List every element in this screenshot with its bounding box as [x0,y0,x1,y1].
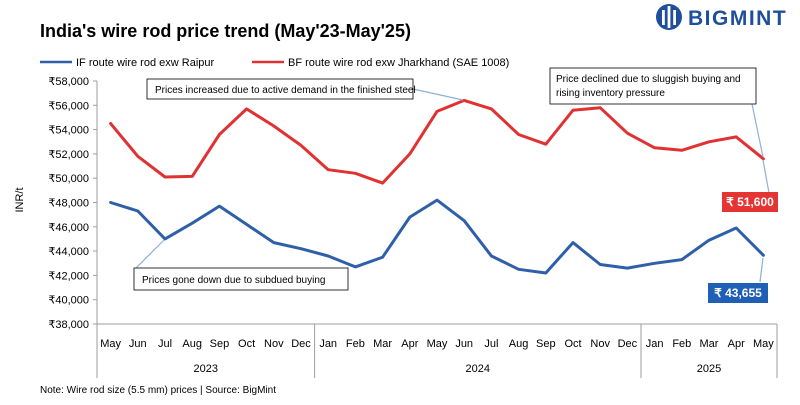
annotation-price-decline: Price declined due to sluggish buying an… [549,67,764,158]
y-axis-label: INR/t [14,187,26,212]
badge-bf-leader [762,159,770,194]
x-tick-label: Sep [536,338,556,350]
bigmint-logo: BIGMINT [656,4,787,30]
legend: IF route wire rod exw Raipur BF route wi… [40,57,509,69]
x-tick-label: Nov [590,338,610,350]
x-tick-label: Mar [373,338,392,350]
badge-bf-route [722,192,778,212]
x-tick-label: Apr [401,338,418,350]
y-tick-label: ₹44,000 [48,246,89,258]
badge-if-leader [759,257,764,283]
x-tick-label: Dec [618,338,638,350]
x-tick-label: Sep [210,338,230,350]
annotations: Prices increased due to active demand in… [133,67,764,291]
y-tick-label: ₹54,000 [48,125,89,137]
brand-name: BIGMINT [688,7,787,30]
annotation-decline-line-1: Price declined due to sluggish buying an… [556,74,741,85]
y-tick-label: ₹40,000 [48,295,89,307]
x-tick-label: May [753,338,774,350]
annotation-subdued-box [133,267,349,291]
y-tick-label: ₹42,000 [48,270,89,282]
chart-title: India's wire rod price trend (May'23-May… [40,21,411,41]
x-axis: May Jun Jul Aug Sep Oct Nov Dec Jan Feb Mar Apr May J… [96,323,778,378]
footnote: Note: Wire rod size (5.5 mm) prices | So… [40,385,276,396]
bigmint-logo-icon [656,4,682,30]
y-tick-label: ₹52,000 [48,149,89,161]
x-tick-label: Apr [728,338,745,350]
y-tick-label: ₹58,000 [48,76,89,88]
series-layer [109,98,765,275]
annotation-demand-increase: Prices increased due to active demand in… [146,78,464,101]
badge-if-route-text: ₹ 43,655 [714,286,762,300]
y-tick-label: ₹56,000 [48,100,89,112]
y-tick-label: ₹38,000 [48,319,89,331]
value-badges: ₹ 51,600 ₹ 43,655 [708,159,778,303]
x-tick-label: May [427,338,448,350]
y-tick-label: ₹48,000 [48,198,89,210]
x-tick-label: Jan [319,338,337,350]
x-tick-label: Feb [672,338,691,350]
annotation-demand-box [146,78,414,100]
y-axis: ₹38,000 ₹40,000 ₹42,000 ₹44,000 ₹46,000 ₹48,0… [48,76,98,331]
x-tick-label: Aug [182,338,202,350]
x-tick-label: Jul [484,338,498,350]
x-tick-label: Oct [564,338,581,350]
x-tick-label: Jun [455,338,473,350]
annotation-subdued-buying: Prices gone down due to subdued buying [133,239,349,291]
x-tick-label: Jan [646,338,664,350]
legend-label-bf-route: BF route wire rod exw Jharkhand (SAE 100… [288,57,509,69]
annotation-demand-leader [412,88,464,101]
x-tick-label: Jul [158,338,172,350]
annotation-subdued-leader [133,239,165,271]
x-tick-label: Aug [509,338,529,350]
y-tick-label: ₹50,000 [48,173,89,185]
year-label: 2023 [194,363,218,375]
annotation-subdued-text: Prices gone down due to subdued buying [142,275,325,286]
x-tick-label: Nov [264,338,284,350]
series-line-if-route [109,198,765,275]
x-tick-label: May [100,338,121,350]
x-tick-label: Jun [129,338,147,350]
year-label: 2024 [466,363,490,375]
x-tick-label: Mar [700,338,719,350]
year-label: 2025 [697,363,721,375]
legend-label-if-route: IF route wire rod exw Raipur [76,57,214,69]
badge-if-route [708,283,768,303]
series-line-bf-route [109,98,765,185]
x-tick-label: Oct [238,338,255,350]
annotation-decline-line-2: rising inventory pressure [556,88,665,99]
annotation-decline-box [549,67,757,105]
y-tick-label: ₹46,000 [48,222,89,234]
annotation-demand-text: Prices increased due to active demand in… [155,85,416,96]
x-tick-label: Feb [346,338,365,350]
badge-bf-route-text: ₹ 51,600 [726,195,774,209]
annotation-decline-leader [751,103,764,158]
x-tick-label: Dec [291,338,311,350]
